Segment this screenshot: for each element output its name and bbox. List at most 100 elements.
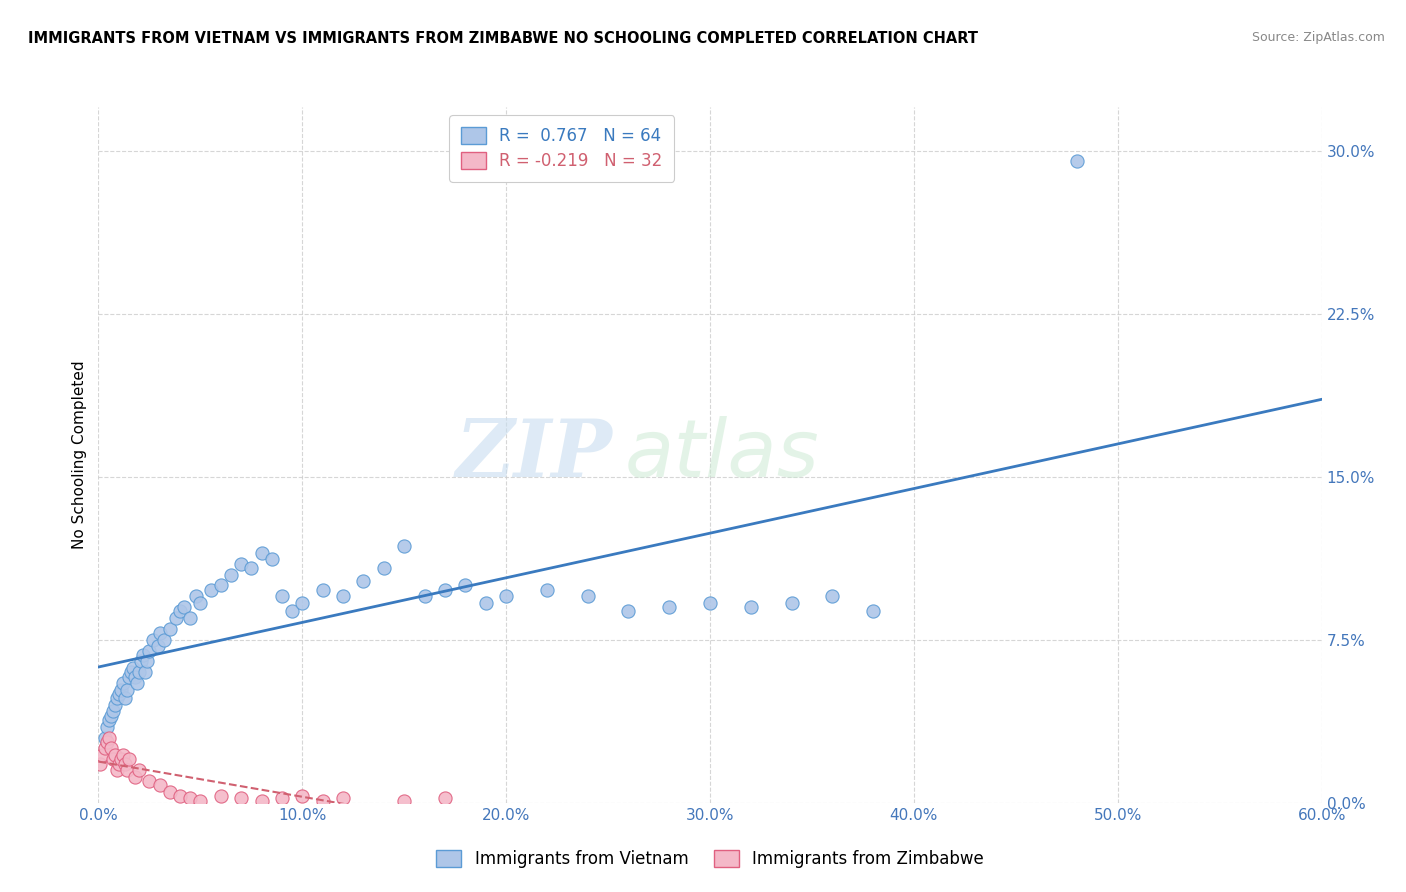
Point (576, 589, 599, 603)
Point (136, 655, 159, 669)
Point (658, 600, 681, 615)
Point (312, 794, 335, 808)
Point (165, 611, 187, 625)
Point (1066, 154, 1088, 169)
Point (219, 567, 242, 582)
Point (105, 691, 128, 706)
Point (179, 791, 201, 805)
Point (536, 582, 558, 597)
Point (413, 589, 436, 603)
Text: IMMIGRANTS FROM VIETNAM VS IMMIGRANTS FROM ZIMBABWE NO SCHOOLING COMPLETED CORRE: IMMIGRANTS FROM VIETNAM VS IMMIGRANTS FR… (28, 31, 979, 46)
Point (111, 747, 134, 762)
Point (209, 578, 232, 592)
Point (97, 713, 120, 727)
Point (173, 600, 195, 615)
Point (142, 632, 165, 647)
Point (231, 557, 253, 571)
Point (132, 648, 155, 662)
Point (149, 626, 172, 640)
Point (352, 574, 374, 588)
Point (186, 589, 208, 603)
Point (120, 665, 142, 680)
Point (108, 687, 131, 701)
Point (231, 791, 253, 805)
Point (91, 747, 114, 762)
Point (312, 582, 335, 597)
Point (101, 705, 124, 719)
Point (138, 774, 160, 789)
Point (105, 763, 128, 777)
Point (122, 661, 145, 675)
Point (240, 561, 263, 575)
Point (104, 747, 127, 762)
Legend: Immigrants from Vietnam, Immigrants from Zimbabwe: Immigrants from Vietnam, Immigrants from… (430, 843, 990, 874)
Point (114, 756, 136, 771)
Text: atlas: atlas (624, 416, 820, 494)
Point (617, 605, 640, 619)
Point (454, 578, 477, 592)
Point (101, 752, 124, 766)
Point (93, 741, 115, 756)
Point (115, 682, 138, 697)
Point (392, 794, 416, 808)
Point (474, 596, 498, 610)
Point (100, 741, 122, 756)
Point (159, 785, 181, 799)
Point (96, 720, 118, 734)
Point (146, 639, 169, 653)
Point (152, 632, 174, 647)
Point (495, 589, 517, 603)
Point (281, 605, 304, 619)
Point (821, 589, 844, 603)
Point (93, 731, 115, 745)
Point (434, 791, 457, 805)
Point (332, 589, 354, 603)
Point (169, 605, 191, 619)
Point (188, 794, 212, 808)
Point (110, 682, 132, 697)
Text: ZIP: ZIP (456, 417, 612, 493)
Point (250, 794, 273, 808)
Point (110, 752, 132, 766)
Point (127, 676, 149, 690)
Point (159, 622, 181, 636)
Point (373, 561, 395, 575)
Point (128, 665, 150, 680)
Point (104, 698, 127, 712)
Point (108, 756, 131, 771)
Point (149, 778, 172, 792)
Point (209, 789, 232, 804)
Text: Source: ZipAtlas.com: Source: ZipAtlas.com (1251, 31, 1385, 45)
Point (179, 611, 201, 625)
Point (332, 791, 354, 805)
Point (134, 665, 156, 680)
Point (115, 763, 138, 777)
Point (129, 655, 152, 669)
Point (124, 670, 146, 684)
Point (188, 596, 212, 610)
Point (114, 691, 136, 706)
Point (118, 752, 141, 766)
Point (270, 791, 294, 805)
Point (740, 600, 762, 615)
Point (260, 552, 283, 566)
Point (291, 596, 314, 610)
Point (89, 756, 111, 771)
Point (200, 582, 222, 597)
Point (128, 763, 150, 777)
Point (434, 582, 457, 597)
Point (392, 539, 416, 553)
Point (699, 596, 721, 610)
Point (96, 735, 118, 749)
Point (270, 589, 294, 603)
Point (250, 546, 273, 560)
Point (111, 676, 134, 690)
Point (291, 789, 314, 804)
Point (100, 708, 122, 723)
Y-axis label: No Schooling Completed: No Schooling Completed (72, 360, 87, 549)
Point (118, 670, 141, 684)
Point (124, 770, 146, 784)
Point (138, 643, 160, 657)
Point (862, 605, 884, 619)
Point (97, 731, 120, 745)
